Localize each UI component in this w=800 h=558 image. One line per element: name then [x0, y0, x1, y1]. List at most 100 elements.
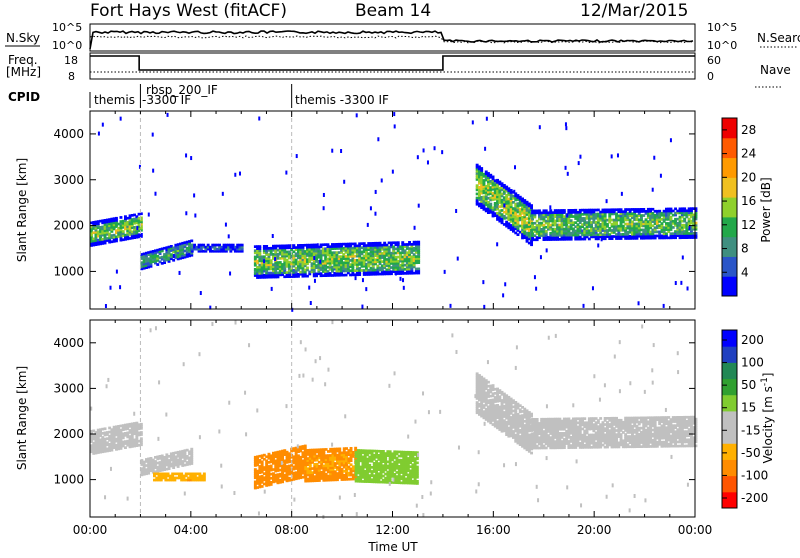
- nsky-series: [90, 31, 693, 49]
- echo-speckle: [365, 287, 367, 291]
- echo-speckle: [152, 169, 154, 173]
- echo-speckle: [441, 150, 443, 154]
- echo-speckle: [450, 304, 452, 308]
- echo-speckle: [675, 281, 677, 285]
- echo-speckle: [110, 286, 112, 290]
- echo-speckle: [194, 214, 196, 218]
- echo-speckle: [258, 117, 260, 121]
- colorbar-swatch: [722, 256, 737, 276]
- echo-speckle: [414, 226, 416, 230]
- echo-speckle: [606, 199, 608, 203]
- colorbar-swatch: [722, 217, 737, 237]
- echo-speckle: [193, 193, 195, 197]
- y-tick-label: 3000: [53, 173, 84, 187]
- echo-speckle: [343, 180, 345, 184]
- echo-speckle: [136, 226, 138, 230]
- colorbar-tick-label: 24: [741, 147, 756, 161]
- echo-speckle: [377, 137, 379, 141]
- echo-cell: [261, 485, 264, 488]
- echo-speckle: [621, 192, 623, 196]
- echo-cell: [498, 395, 501, 398]
- echo-speckle: [239, 172, 241, 176]
- echo-speckle: [272, 234, 274, 238]
- echo-cell: [338, 448, 341, 451]
- freq-panel: Freq. [MHz] 18 8 60 0 Nave: [6, 53, 791, 87]
- echo-speckle: [535, 287, 537, 291]
- colorbar-tick-label: 12: [741, 218, 756, 232]
- echo-speckle: [105, 304, 107, 308]
- nave-tick-high: 60: [707, 54, 721, 67]
- echo-speckle: [592, 286, 594, 290]
- echo-speckle: [185, 211, 187, 215]
- echo-speckle: [682, 255, 684, 259]
- echo-cell: [172, 259, 175, 262]
- echo-speckle: [402, 278, 404, 282]
- echo-speckle: [687, 286, 689, 290]
- echo-speckle: [370, 206, 372, 210]
- echo-speckle: [434, 146, 436, 150]
- echo-speckle: [234, 173, 236, 177]
- echo-speckle: [98, 132, 100, 136]
- echo-cell: [417, 241, 420, 244]
- echo-speckle: [313, 256, 315, 260]
- echo-speckle: [567, 172, 569, 176]
- cpid-segment-2-line2: -3300 IF: [142, 93, 191, 107]
- echo-speckle: [148, 213, 150, 217]
- echo-cell: [124, 446, 127, 449]
- echo-speckle: [229, 272, 231, 276]
- echo-cell: [416, 466, 419, 469]
- y-tick-label: 2000: [53, 219, 84, 233]
- colorbar-tick-label: 8: [741, 242, 749, 256]
- echo-cell: [156, 263, 159, 266]
- echo-speckle: [367, 223, 369, 227]
- freq-tick-low: 8: [68, 70, 75, 83]
- echo-speckle: [308, 286, 310, 290]
- echo-speckle: [314, 279, 316, 283]
- echo-cell: [306, 267, 309, 270]
- echo-speckle: [274, 257, 276, 261]
- nave-tick-low: 0: [707, 70, 714, 83]
- echo-cell: [517, 233, 520, 236]
- colorbar-swatch: [722, 118, 737, 138]
- nsky-label: N.Sky: [6, 31, 40, 45]
- echo-speckle: [638, 301, 640, 305]
- site-title: Fort Hays West (fitACF): [90, 1, 287, 21]
- echo-speckle: [653, 156, 655, 160]
- colorbar-swatch: [722, 177, 737, 197]
- echo-speckle: [119, 285, 121, 289]
- echo-speckle: [296, 154, 298, 158]
- echo-speckle: [457, 257, 459, 261]
- echo-speckle: [513, 190, 515, 194]
- echo-speckle: [540, 255, 542, 259]
- echo-speckle: [660, 174, 662, 178]
- echo-speckle: [652, 188, 654, 192]
- echo-speckle: [323, 206, 325, 210]
- echo-speckle: [395, 271, 397, 275]
- echo-cell: [354, 447, 357, 450]
- colorbar-tick-label: 16: [741, 194, 756, 208]
- echo-speckle: [503, 204, 505, 208]
- echo-cell: [397, 241, 400, 244]
- echo-cell: [122, 230, 125, 233]
- cpid-segment-3: themis -3300 IF: [295, 93, 389, 107]
- echo-speckle: [444, 270, 446, 274]
- colorbar-tick-label: 20: [741, 170, 756, 184]
- echo-speckle: [502, 293, 504, 297]
- echo-cell: [203, 473, 206, 476]
- echo-speckle: [228, 234, 230, 238]
- echo-speckle: [356, 113, 358, 117]
- echo-speckle: [566, 213, 568, 217]
- echo-speckle: [375, 190, 377, 194]
- echo-cell: [270, 465, 273, 468]
- y-tick-label: 1000: [53, 264, 84, 278]
- echo-cell: [530, 452, 533, 455]
- date-label: 12/Mar/2015: [580, 1, 688, 21]
- echo-cell: [416, 480, 419, 483]
- echo-speckle: [423, 148, 425, 152]
- echo-speckle: [504, 282, 506, 286]
- beam-label: Beam 14: [355, 1, 431, 21]
- freq-tick-high: 18: [64, 54, 78, 67]
